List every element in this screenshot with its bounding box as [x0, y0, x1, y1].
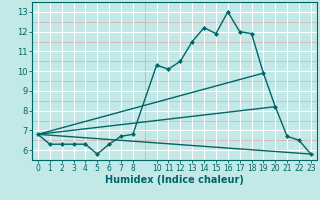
X-axis label: Humidex (Indice chaleur): Humidex (Indice chaleur): [105, 175, 244, 185]
